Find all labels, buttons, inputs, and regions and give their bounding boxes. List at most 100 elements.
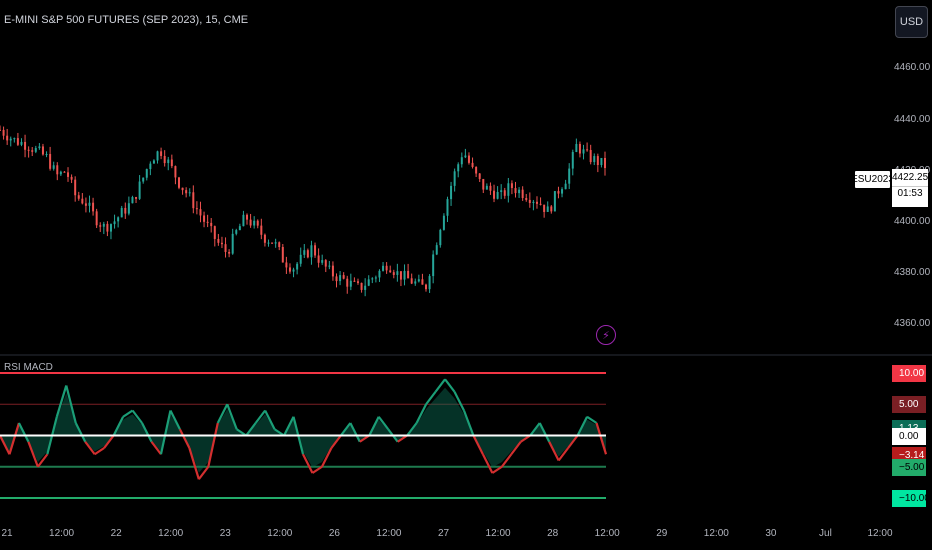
candle-body [2, 129, 5, 136]
candle-body [321, 260, 324, 263]
candle-body [328, 265, 331, 267]
candle-body [199, 209, 202, 216]
candle-body [113, 221, 116, 225]
oscillator-line-segment [283, 416, 295, 436]
candle-body [246, 214, 249, 220]
candle-body [274, 242, 277, 244]
candle-body [478, 173, 481, 179]
candle-body [217, 238, 220, 243]
candle-body [238, 226, 241, 231]
oscillator-line-segment [434, 378, 446, 393]
oscillator-line-segment [529, 422, 541, 437]
candle-body [242, 214, 245, 227]
candle-body [99, 225, 102, 227]
candle-body [213, 226, 216, 239]
candle-body [228, 251, 231, 254]
currency-button[interactable]: USD [895, 6, 928, 38]
candle-body [314, 245, 317, 256]
candle-body [550, 206, 553, 212]
candle-body [414, 281, 417, 284]
price-tick-label: 4460.00 [894, 62, 931, 74]
candle-body [306, 250, 309, 258]
oscillator-value-label: 0.00 [892, 427, 926, 445]
time-tick-label: 21 [1, 528, 13, 539]
candle-body [582, 149, 585, 154]
candle-body [231, 233, 234, 254]
candle-body [339, 275, 342, 282]
candle-body [367, 279, 370, 286]
candle-body [260, 225, 263, 235]
symbol-title[interactable]: E-MINI S&P 500 FUTURES (SEP 2023), 15, C… [4, 14, 249, 26]
candle-body [24, 141, 27, 150]
candle-body [596, 156, 599, 166]
oscillator-line-segment [349, 422, 361, 443]
candle-body [160, 151, 163, 156]
candle-body [324, 260, 327, 267]
oscillator-line-segment [0, 435, 11, 455]
candle-body [120, 207, 123, 218]
time-tick-label: 12:00 [867, 528, 893, 539]
candle-body [249, 219, 252, 226]
candle-body [170, 159, 173, 167]
candle-body [38, 146, 41, 149]
candle-body [421, 279, 424, 285]
candle-body [535, 201, 538, 204]
candle-body [163, 155, 166, 164]
candle-body [203, 215, 206, 222]
candle-body [299, 254, 302, 264]
oscillator-line-segment [302, 453, 314, 474]
candle-body [425, 284, 428, 290]
time-tick-label: 23 [219, 528, 231, 539]
time-tick-label: 12:00 [158, 528, 184, 539]
candle-body [88, 202, 91, 206]
oscillator-line-segment [462, 410, 475, 436]
candle-body [593, 156, 596, 163]
oscillator-line-segment [74, 422, 87, 443]
candle-body [156, 151, 159, 161]
oscillator-line-segment [472, 435, 484, 455]
candle-body [149, 163, 152, 170]
candle-body [142, 177, 145, 182]
oscillator-line-segment [150, 441, 162, 455]
oscillator-line-segment [8, 422, 20, 455]
candle-body [507, 183, 510, 196]
candle-body [493, 190, 496, 199]
time-tick-label: 12:00 [703, 528, 729, 539]
candle-body [271, 242, 274, 244]
oscillator-line-segment [339, 422, 352, 437]
oscillator-line-segment [273, 428, 285, 437]
candle-body [432, 254, 435, 277]
candle-body [557, 191, 560, 194]
candle-body [70, 176, 73, 180]
candle-body [145, 169, 148, 178]
candle-body [52, 165, 55, 169]
candle-body [385, 265, 388, 271]
candle-body [124, 207, 127, 214]
candle-body [378, 270, 381, 278]
candle-body [553, 191, 556, 212]
oscillator-line-segment [548, 441, 560, 461]
time-tick-label: 22 [110, 528, 122, 539]
candle-body [131, 197, 134, 204]
candle-body [67, 172, 70, 177]
candle-body [561, 189, 564, 194]
candle-body [392, 272, 395, 275]
lightning-icon[interactable]: ⚡ [596, 325, 616, 345]
ticker-tag: ESU2023 [851, 171, 894, 188]
current-price-tag: 4422.25 01:53 [892, 169, 928, 207]
candle-body [6, 135, 9, 141]
candle-body [74, 179, 77, 196]
current-price: 4422.25 [892, 172, 929, 183]
candle-body [371, 278, 374, 280]
candle-body [374, 277, 377, 279]
indicator-name[interactable]: RSI MACD [4, 362, 53, 373]
candle-body [600, 157, 603, 166]
candle-body [464, 155, 467, 158]
bar-countdown: 01:53 [892, 186, 928, 200]
candle-body [439, 229, 442, 246]
price-tick-label: 4360.00 [894, 318, 931, 330]
candle-body [571, 151, 574, 169]
oscillator-line-segment [84, 441, 96, 455]
price-tick-label: 4380.00 [894, 267, 931, 279]
